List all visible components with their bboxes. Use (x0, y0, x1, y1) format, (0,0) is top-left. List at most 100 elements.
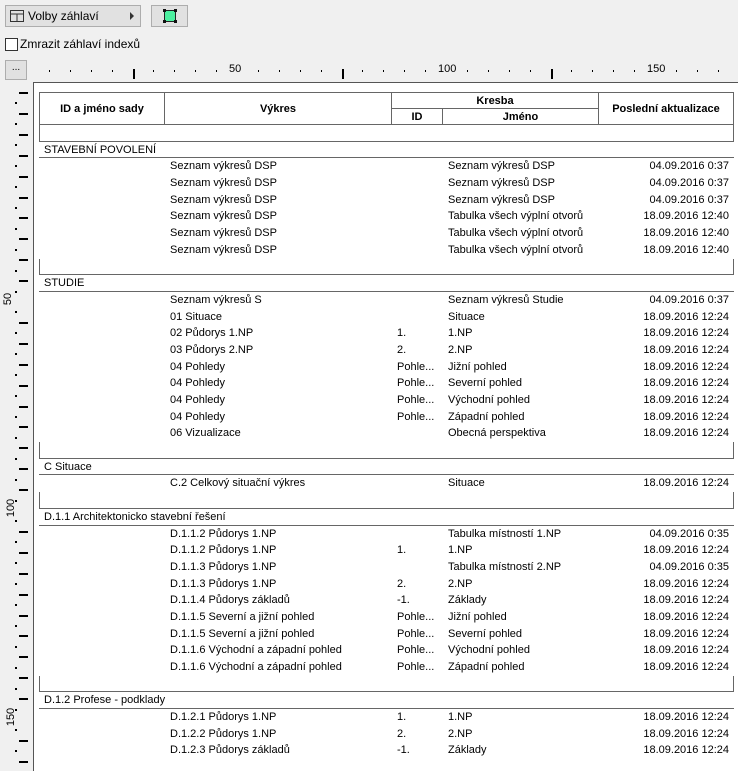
table-row[interactable]: D.1.1.4 Půdorys základů -1. Základy 18.0… (39, 592, 734, 609)
table-row[interactable]: 02 Půdorys 1.NP 1. 1.NP 18.09.2016 12:24 (39, 325, 734, 342)
table-row[interactable]: Seznam výkresů S Seznam výkresů Studie 0… (39, 292, 734, 309)
cell-drawing: D.1.2.3 Půdorys základů (170, 744, 290, 757)
table-row[interactable]: D.1.2.2 Půdorys 1.NP 2. 2.NP 18.09.2016 … (39, 726, 734, 743)
table-row[interactable]: 01 Situace Situace 18.09.2016 12:24 (39, 309, 734, 326)
ruler-tick (425, 70, 427, 72)
table-row[interactable]: Seznam výkresů DSP Seznam výkresů DSP 04… (39, 192, 734, 209)
ruler-tick (15, 457, 17, 460)
ruler-tick (19, 447, 28, 450)
section-title-row[interactable]: D.1.2 Profese - podklady (39, 692, 734, 710)
table-row[interactable]: C.2 Celkový situační výkres Situace 18.0… (39, 475, 734, 492)
cell-drawing: Seznam výkresů DSP (170, 227, 277, 240)
cell-layout-name: Severní pohled (448, 377, 522, 390)
table-row[interactable]: 03 Půdorys 2.NP 2. 2.NP 18.09.2016 12:24 (39, 342, 734, 359)
cell-layout-name: 1.NP (448, 327, 473, 340)
table-row[interactable]: Seznam výkresů DSP Seznam výkresů DSP 04… (39, 175, 734, 192)
schedule-page: ID a jméno sady Výkres Kresba ID Jméno P… (33, 82, 738, 771)
ruler-tick (404, 70, 406, 72)
ruler-tick (19, 530, 28, 533)
table-row[interactable]: 04 Pohledy Pohle... Východní pohled 18.0… (39, 392, 734, 409)
cell-layout-name: Východní pohled (448, 644, 530, 657)
section-title-row[interactable]: STUDIE (39, 275, 734, 292)
table-row[interactable]: 06 Vizualizace Obecná perspektiva 18.09.… (39, 425, 734, 442)
section-title: C Situace (44, 460, 92, 473)
col-header-layout-id[interactable]: ID (392, 109, 443, 124)
cell-updated: 18.09.2016 12:24 (643, 477, 729, 490)
section-title-row[interactable]: C Situace (39, 459, 734, 476)
section-title: D.1.1 Architektonicko stavební řešení (44, 510, 226, 523)
cell-updated: 04.09.2016 0:37 (649, 177, 729, 190)
cell-layout-name: Severní pohled (448, 627, 522, 640)
table-row[interactable]: D.1.1.3 Půdorys 1.NP Tabulka místností 2… (39, 559, 734, 576)
cell-drawing: D.1.1.6 Východní a západní pohled (170, 644, 342, 657)
cell-layout-name: Tabulka místností 1.NP (448, 527, 562, 540)
selection-rect-icon (162, 9, 177, 23)
ruler-tick (15, 353, 17, 356)
table-row[interactable]: D.1.1.5 Severní a jižní pohled Pohle... … (39, 626, 734, 643)
select-area-button[interactable] (151, 5, 188, 27)
cell-updated: 18.09.2016 12:24 (643, 744, 729, 757)
table-row[interactable]: D.1.1.6 Východní a západní pohled Pohle.… (39, 659, 734, 676)
table-row[interactable]: 04 Pohledy Pohle... Západní pohled 18.09… (39, 409, 734, 426)
table-row[interactable]: 04 Pohledy Pohle... Jižní pohled 18.09.2… (39, 359, 734, 376)
ruler-tick (15, 290, 17, 293)
cell-layout-name: Tabulka všech výplní otvorů (448, 227, 584, 240)
ruler-tick (15, 666, 17, 669)
ruler-tick (216, 70, 218, 72)
ruler-tick (19, 572, 28, 575)
col-header-drawing[interactable]: Výkres (165, 93, 392, 124)
col-header-updated[interactable]: Poslední aktualizace (612, 102, 720, 115)
cell-layout-name: Východní pohled (448, 394, 530, 406)
cell-layout-id: Pohle... (397, 410, 435, 423)
cell-updated: 04.09.2016 0:37 (649, 193, 729, 206)
cell-drawing: 04 Pohledy (170, 410, 226, 423)
ruler-tick (15, 562, 17, 565)
section-title: STAVEBNÍ POVOLENÍ (44, 143, 157, 156)
ruler-tick (111, 70, 113, 72)
cell-layout-id: Pohle... (397, 394, 435, 406)
ruler-tick (48, 70, 50, 72)
ruler-tick (19, 238, 28, 241)
more-button[interactable]: ... (5, 60, 27, 80)
ruler-tick (19, 384, 28, 387)
table-header-icon (10, 10, 24, 22)
col-header-set[interactable]: ID a jméno sady (40, 93, 165, 124)
ruler-tick (592, 70, 594, 72)
table-row[interactable]: D.1.1.5 Severní a jižní pohled Pohle... … (39, 609, 734, 626)
table-row[interactable]: Seznam výkresů DSP Seznam výkresů DSP 04… (39, 158, 734, 175)
ruler-tick (257, 70, 259, 72)
col-header-layout-name[interactable]: Jméno (443, 109, 599, 124)
table-row[interactable]: 04 Pohledy Pohle... Severní pohled 18.09… (39, 375, 734, 392)
ruler-tick (19, 363, 28, 366)
table-row[interactable]: Seznam výkresů DSP Tabulka všech výplní … (39, 225, 734, 242)
section-title-row[interactable]: STAVEBNÍ POVOLENÍ (39, 142, 734, 159)
cell-updated: 04.09.2016 0:35 (649, 527, 729, 540)
cell-layout-id: Pohle... (397, 377, 435, 390)
header-options-button[interactable]: Volby záhlaví (5, 5, 141, 27)
spacer-row (39, 125, 734, 142)
table-row[interactable]: Seznam výkresů DSP Tabulka všech výplní … (39, 208, 734, 225)
table-row[interactable]: Seznam výkresů DSP Tabulka všech výplní … (39, 242, 734, 259)
cell-drawing: 02 Půdorys 1.NP (170, 327, 254, 340)
ruler-tick (15, 311, 17, 314)
col-header-layout[interactable]: Kresba (392, 93, 599, 109)
section-title-row[interactable]: D.1.1 Architektonicko stavební řešení (39, 509, 734, 526)
cell-layout-id: 2. (397, 727, 407, 740)
cell-layout-name: 1.NP (448, 711, 473, 724)
cell-layout-name: Tabulka všech výplní otvorů (448, 243, 584, 256)
table-row[interactable]: D.1.1.2 Půdorys 1.NP Tabulka místností 1… (39, 526, 734, 543)
ruler-tick (19, 614, 28, 617)
cell-updated: 18.09.2016 12:24 (643, 644, 729, 657)
table-row[interactable]: D.1.2.1 Půdorys 1.NP 1. 1.NP 18.09.2016 … (39, 709, 734, 726)
checkbox-box[interactable] (5, 37, 18, 51)
ruler-tick (320, 70, 322, 72)
table-row[interactable]: D.1.1.2 Půdorys 1.NP 1. 1.NP 18.09.2016 … (39, 542, 734, 559)
table-row[interactable]: D.1.1.3 Půdorys 1.NP 2. 2.NP 18.09.2016 … (39, 576, 734, 593)
table-row[interactable]: D.1.1.6 Východní a západní pohled Pohle.… (39, 642, 734, 659)
ruler-tick (19, 259, 28, 262)
freeze-header-checkbox[interactable]: Zmrazit záhlaví indexů (5, 37, 140, 51)
cell-drawing: D.1.1.6 Východní a západní pohled (170, 661, 342, 673)
cell-layout-name: Tabulka místností 2.NP (448, 560, 562, 573)
table-row[interactable]: D.1.2.3 Půdorys základů -1. Základy 18.0… (39, 742, 734, 759)
ruler-tick (15, 332, 17, 335)
